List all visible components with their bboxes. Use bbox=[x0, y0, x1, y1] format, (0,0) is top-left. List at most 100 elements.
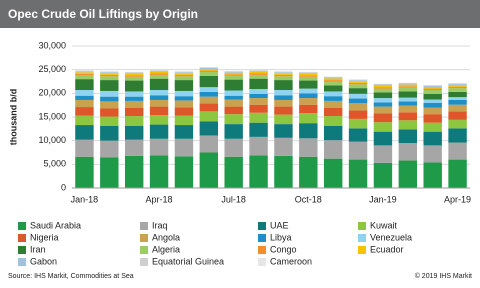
bar-segment bbox=[323, 116, 343, 126]
bar-segment bbox=[423, 107, 442, 115]
bar-segment bbox=[274, 73, 293, 75]
legend-swatch bbox=[140, 222, 148, 230]
bar-segment bbox=[149, 71, 169, 74]
bar-segment bbox=[149, 95, 169, 100]
bar-segment bbox=[249, 93, 268, 99]
legend-swatch bbox=[358, 246, 366, 254]
y-tick-label: 20,000 bbox=[38, 88, 66, 98]
bar-segment bbox=[124, 155, 144, 188]
bar-segment bbox=[398, 129, 418, 144]
bar-segment bbox=[249, 122, 268, 137]
bar-segment bbox=[448, 119, 467, 129]
bar-segment bbox=[348, 79, 368, 81]
bar-segment bbox=[124, 125, 144, 140]
bar-segment bbox=[100, 71, 119, 73]
bar-segment bbox=[224, 99, 243, 107]
bar-segment bbox=[299, 72, 318, 74]
bar-segment bbox=[274, 155, 293, 188]
bar-segment bbox=[75, 70, 94, 72]
bar-segment bbox=[274, 72, 293, 74]
legend-label: UAE bbox=[270, 220, 289, 230]
bar-segment bbox=[149, 73, 169, 75]
bar-segment bbox=[75, 95, 94, 100]
bar-segment bbox=[398, 84, 418, 87]
bar-segment bbox=[174, 125, 194, 139]
bar-segment bbox=[199, 152, 219, 188]
bar-segment bbox=[299, 73, 318, 76]
bar-segment bbox=[398, 87, 418, 92]
legend-label: Nigeria bbox=[30, 232, 59, 242]
bar-segment bbox=[398, 143, 418, 161]
bar-segment bbox=[423, 85, 442, 87]
bar-segment bbox=[75, 90, 94, 96]
bar-segment bbox=[299, 72, 318, 73]
bar-segment bbox=[174, 107, 194, 116]
bar-segment bbox=[448, 128, 467, 143]
bar-segment bbox=[448, 111, 467, 120]
bar-segment bbox=[323, 108, 343, 117]
bar-segment bbox=[75, 115, 94, 126]
bar-segment bbox=[149, 90, 169, 96]
legend-label: Iran bbox=[30, 244, 46, 254]
bar-segment bbox=[398, 101, 418, 106]
bar-segment bbox=[448, 104, 467, 112]
bar-segment bbox=[100, 140, 119, 158]
legend-swatch bbox=[18, 258, 26, 266]
bar-segment bbox=[274, 99, 293, 107]
bar-segment bbox=[174, 80, 194, 91]
bar-segment bbox=[274, 106, 293, 115]
bar-segment bbox=[448, 91, 467, 98]
bar-segment bbox=[348, 80, 368, 82]
bar-segment bbox=[323, 100, 343, 109]
bar-segment bbox=[75, 73, 94, 76]
legend-label: Venezuela bbox=[370, 232, 412, 242]
bar-segment bbox=[323, 85, 343, 92]
bar-segment bbox=[149, 99, 169, 107]
bar-segment bbox=[448, 83, 467, 85]
bar-segment bbox=[373, 92, 393, 99]
bar-segment bbox=[373, 106, 393, 114]
bar-segment bbox=[124, 96, 144, 101]
bar-segment bbox=[149, 74, 169, 79]
legend-label: Libya bbox=[270, 232, 292, 242]
bar-segment bbox=[100, 116, 119, 126]
bar-segment bbox=[224, 72, 243, 75]
legend-swatch bbox=[258, 234, 266, 242]
bar-segment bbox=[448, 142, 467, 160]
bar-segment bbox=[423, 122, 442, 132]
bar-segment bbox=[299, 156, 318, 188]
bar-segment bbox=[249, 98, 268, 105]
bar-segment bbox=[448, 88, 467, 92]
bar-segment bbox=[348, 82, 368, 85]
legend-swatch bbox=[258, 258, 266, 266]
bar-segment bbox=[199, 103, 219, 112]
bar-segment bbox=[174, 115, 194, 126]
legend-swatch bbox=[140, 258, 148, 266]
source: Source: IHS Markit, Commodities at Sea bbox=[8, 273, 134, 280]
bar-segment bbox=[75, 72, 94, 74]
bar-segment bbox=[149, 78, 169, 91]
bar-segment bbox=[299, 113, 318, 124]
bar-segment bbox=[274, 95, 293, 100]
bar-segment bbox=[423, 86, 442, 89]
bar-segment bbox=[149, 70, 169, 72]
bar-segment bbox=[373, 131, 393, 146]
bar-segment bbox=[124, 73, 144, 76]
bar-segment bbox=[274, 80, 293, 91]
bar-segment bbox=[100, 80, 119, 91]
bar-segment bbox=[398, 97, 418, 102]
bar-segment bbox=[224, 75, 243, 80]
bar-segment bbox=[274, 114, 293, 125]
bar-segment bbox=[373, 84, 393, 86]
bar-segment bbox=[100, 101, 119, 109]
x-tick-label: Jul-18 bbox=[221, 194, 246, 204]
legend-label: Angola bbox=[152, 232, 180, 242]
bar-segment bbox=[124, 75, 144, 77]
y-tick-label: 25,000 bbox=[38, 64, 66, 74]
bar-segment bbox=[373, 145, 393, 163]
bar-segment bbox=[423, 99, 442, 103]
bar-segment bbox=[224, 74, 243, 76]
bar-segment bbox=[373, 113, 393, 123]
bar-segment bbox=[100, 90, 119, 97]
